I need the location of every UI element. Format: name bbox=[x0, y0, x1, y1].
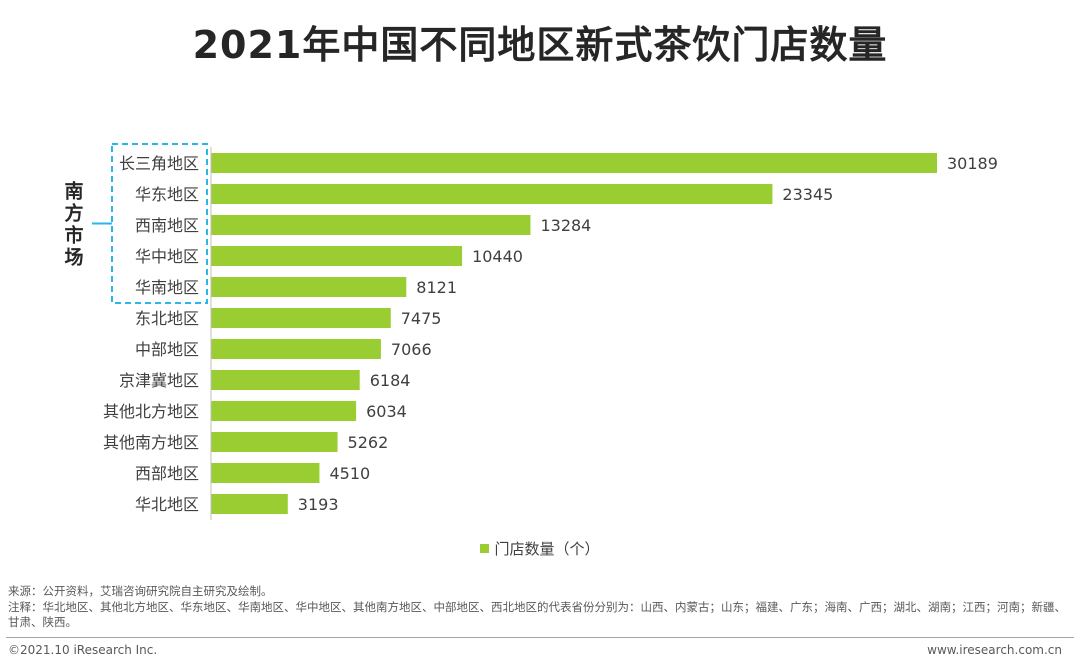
bar bbox=[211, 339, 381, 359]
copyright: ©2021.10 iResearch Inc. bbox=[8, 643, 158, 657]
bar bbox=[211, 494, 288, 514]
source-note: 来源：公开资料，艾瑞咨询研究院自主研究及绘制。 bbox=[8, 584, 273, 598]
category-label: 西部地区 bbox=[135, 464, 199, 483]
bar bbox=[211, 153, 937, 173]
category-label: 其他南方地区 bbox=[103, 433, 199, 452]
value-label: 4510 bbox=[329, 464, 370, 483]
group-bracket-box bbox=[111, 143, 208, 304]
legend: 门店数量（个） bbox=[0, 538, 1080, 559]
value-label: 8121 bbox=[416, 278, 457, 297]
value-label: 23345 bbox=[782, 185, 833, 204]
category-label: 京津冀地区 bbox=[119, 371, 199, 390]
value-label: 13284 bbox=[540, 216, 591, 235]
bar bbox=[211, 308, 391, 328]
value-label: 5262 bbox=[348, 433, 389, 452]
bar bbox=[211, 246, 463, 266]
website: www.iresearch.com.cn bbox=[927, 643, 1062, 657]
category-label: 东北地区 bbox=[135, 309, 199, 328]
category-label: 西南地区 bbox=[135, 216, 199, 235]
south-market-bracket: 南方市场 bbox=[64, 143, 208, 304]
category-label: 中部地区 bbox=[135, 340, 199, 359]
bar bbox=[211, 370, 360, 390]
bar bbox=[211, 184, 773, 204]
value-label: 7066 bbox=[391, 340, 432, 359]
legend-label: 门店数量（个） bbox=[494, 540, 600, 558]
bar bbox=[211, 432, 338, 452]
bar bbox=[211, 277, 407, 297]
category-label: 华东地区 bbox=[135, 185, 199, 204]
category-label: 华南地区 bbox=[135, 278, 199, 297]
bars: 长三角地区 30189 华东地区 23345 西南地区 13284 华中地区 10440 华南地… bbox=[103, 147, 998, 520]
value-label: 3193 bbox=[298, 495, 339, 514]
category-label: 长三角地区 bbox=[119, 154, 199, 173]
annotation-note: 注释：华北地区、其他北方地区、华东地区、华南地区、华中地区、其他南方地区、中部地… bbox=[8, 600, 1066, 629]
category-label: 华北地区 bbox=[135, 495, 199, 514]
bar bbox=[211, 463, 320, 483]
group-label: 南方市场 bbox=[64, 181, 83, 269]
category-label: 其他北方地区 bbox=[103, 402, 199, 421]
bar bbox=[211, 401, 357, 421]
value-label: 6184 bbox=[370, 371, 411, 390]
legend-swatch bbox=[480, 544, 490, 553]
bar-chart: 南方市场 长三角地区 30189 华东地区 23345 西南地区 13284 华中地区 104… bbox=[64, 143, 998, 520]
chart-title: 2021年中国不同地区新式茶饮门店数量 bbox=[192, 23, 888, 67]
category-label: 华中地区 bbox=[135, 247, 199, 266]
value-label: 10440 bbox=[472, 247, 523, 266]
value-label: 7475 bbox=[401, 309, 442, 328]
footer-divider bbox=[6, 637, 1074, 638]
value-label: 30189 bbox=[947, 154, 998, 173]
bar bbox=[211, 215, 531, 235]
value-label: 6034 bbox=[366, 402, 407, 421]
